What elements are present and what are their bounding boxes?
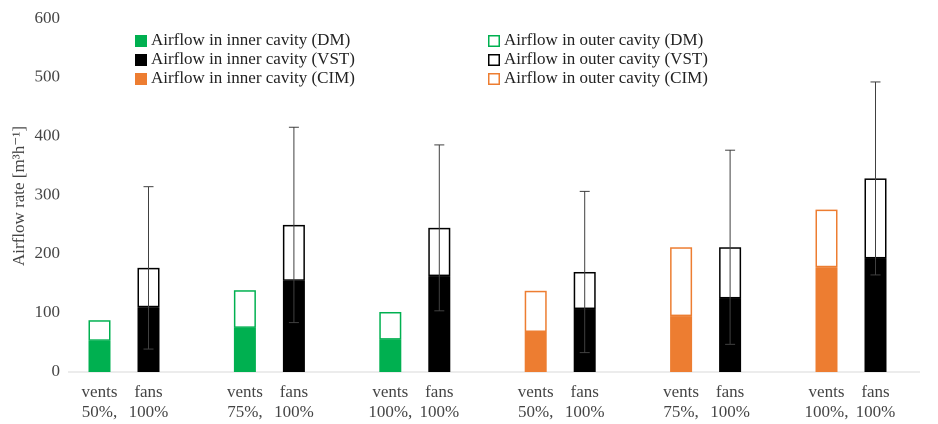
bar-segment: [233, 290, 256, 328]
x-tick-label: 100%: [274, 402, 314, 421]
bar-segment: [864, 258, 887, 372]
legend-label: Airflow in outer cavity (VST): [504, 49, 708, 68]
legend-swatch: [488, 35, 500, 47]
x-tick-label: fans: [280, 382, 308, 401]
error-bar: [579, 190, 590, 354]
error-bar: [725, 149, 736, 345]
y-tick-label: 0: [52, 361, 61, 380]
x-tick-label: fans: [716, 382, 744, 401]
x-tick-label: vents: [372, 382, 408, 401]
x-tick-label: vents: [663, 382, 699, 401]
legend-swatch: [135, 73, 147, 85]
x-tick-label: 100%: [710, 402, 750, 421]
x-tick-label: 100%: [856, 402, 896, 421]
legend-label: Airflow in inner cavity (VST): [151, 49, 355, 68]
legend-swatch: [488, 73, 500, 85]
bar-segment: [815, 209, 838, 268]
y-axis-label: Airflow rate [m³h⁻¹]: [9, 126, 28, 266]
bar-segment: [282, 280, 305, 372]
x-tick-label: fans: [134, 382, 162, 401]
error-bar: [870, 81, 881, 276]
bar-segment: [379, 339, 402, 372]
legend-swatch: [135, 54, 147, 66]
x-tick-label: 75%,: [227, 402, 262, 421]
bar-segment: [379, 311, 402, 340]
x-tick-label: vents: [809, 382, 845, 401]
error-bar: [288, 126, 299, 324]
x-tick-label: 75%,: [663, 402, 698, 421]
x-tick-label: 100%,: [805, 402, 849, 421]
bar-segment: [428, 276, 451, 372]
x-tick-label: fans: [571, 382, 599, 401]
x-tick-label: 100%: [419, 402, 459, 421]
y-tick-label: 300: [35, 184, 61, 203]
y-tick-label: 200: [35, 243, 61, 262]
bar-segment: [815, 267, 838, 372]
x-tick-label: fans: [425, 382, 453, 401]
x-tick-label: vents: [82, 382, 118, 401]
x-tick-label: 50%,: [518, 402, 553, 421]
bar-segment: [524, 290, 547, 332]
legend-label: Airflow in outer cavity (CIM): [504, 68, 708, 87]
error-bar: [143, 186, 154, 350]
x-tick-label: vents: [518, 382, 554, 401]
legend-swatch: [135, 35, 147, 47]
legend-swatch: [488, 54, 500, 66]
legend-label: Airflow in inner cavity (DM): [151, 30, 350, 49]
bar-segment: [88, 320, 111, 341]
x-tick-label: 100%: [565, 402, 605, 421]
legend-label: Airflow in inner cavity (CIM): [151, 68, 355, 87]
x-tick-label: 100%: [129, 402, 169, 421]
bar-segment: [670, 247, 693, 317]
bar-segment: [88, 340, 111, 372]
error-bar: [434, 144, 445, 312]
y-tick-label: 100: [35, 302, 61, 321]
y-tick-label: 400: [35, 126, 61, 145]
bar-segment: [670, 316, 693, 372]
x-tick-label: 50%,: [82, 402, 117, 421]
y-tick-label: 500: [35, 67, 61, 86]
x-tick-label: fans: [861, 382, 889, 401]
bar-segment: [524, 331, 547, 372]
x-tick-label: vents: [227, 382, 263, 401]
y-tick-label: 600: [35, 8, 61, 27]
legend-label: Airflow in outer cavity (DM): [504, 30, 703, 49]
x-tick-label: 100%,: [368, 402, 412, 421]
bar-segment: [233, 327, 256, 372]
